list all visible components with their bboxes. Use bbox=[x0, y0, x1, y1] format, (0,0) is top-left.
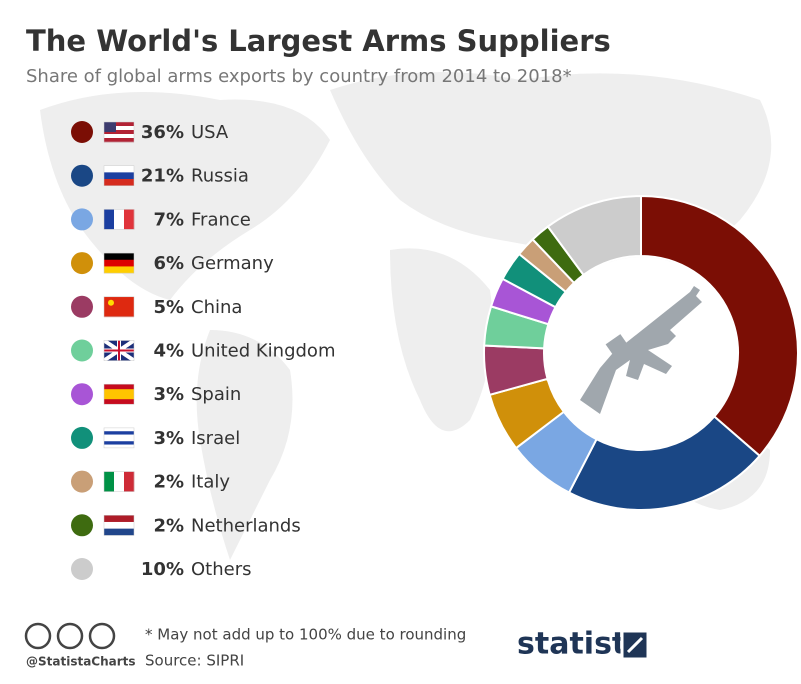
flag-stripe bbox=[104, 427, 134, 432]
flag-icon bbox=[103, 252, 135, 274]
flag-stripe bbox=[104, 434, 134, 439]
donut-segment bbox=[546, 194, 642, 277]
flag-stripe bbox=[104, 165, 134, 173]
chart-title: The World's Largest Arms Suppliers bbox=[26, 24, 611, 58]
legend-value: 36% bbox=[141, 122, 184, 143]
flag-stripe bbox=[104, 431, 134, 435]
credit: @StatistaCharts bbox=[26, 655, 136, 669]
legend-swatch bbox=[71, 426, 93, 449]
legend-value: 6% bbox=[153, 253, 184, 274]
legend-label: Netherlands bbox=[191, 515, 301, 536]
flag-stripe bbox=[124, 209, 135, 230]
flag-stripe bbox=[104, 253, 134, 261]
flag-icon bbox=[103, 209, 135, 230]
flag-stripe bbox=[104, 259, 134, 267]
flag-icon bbox=[103, 296, 135, 318]
flag-star bbox=[108, 299, 114, 306]
flag-stripe bbox=[104, 389, 134, 395]
flag-stripe bbox=[104, 179, 134, 186]
flag-stripe bbox=[104, 130, 134, 135]
flag-border bbox=[103, 427, 135, 449]
flag-stripe bbox=[124, 471, 135, 492]
flag-border bbox=[103, 209, 135, 230]
flag-border bbox=[103, 252, 135, 274]
legend-swatch bbox=[71, 339, 93, 362]
footnote: * May not add up to 100% due to rounding bbox=[145, 626, 466, 644]
license-icons bbox=[24, 622, 116, 650]
flag-cross bbox=[104, 340, 134, 361]
flag-stripe bbox=[104, 394, 134, 400]
flag-border bbox=[103, 165, 135, 186]
legend-value: 2% bbox=[153, 472, 184, 493]
donut-segment bbox=[567, 415, 762, 511]
legend-swatch bbox=[71, 470, 93, 493]
flag-border bbox=[103, 340, 135, 361]
legend-value: 7% bbox=[153, 209, 184, 230]
legend-value: 3% bbox=[153, 428, 184, 449]
flag-stripe bbox=[104, 384, 134, 390]
legend-swatch bbox=[71, 383, 93, 406]
flag-stripe bbox=[104, 515, 134, 523]
flag-stripe bbox=[104, 437, 134, 442]
flag-stripe bbox=[104, 521, 134, 529]
rifle-icon bbox=[580, 286, 702, 414]
chart-subtitle: Share of global arms exports by country … bbox=[26, 66, 572, 87]
legend-swatch bbox=[71, 121, 93, 143]
legend-value: 21% bbox=[141, 166, 184, 187]
legend-value: 4% bbox=[153, 341, 184, 362]
legend-swatch bbox=[71, 558, 93, 580]
legend-label: Italy bbox=[191, 472, 230, 493]
legend-label: Israel bbox=[191, 428, 240, 449]
flag-border bbox=[103, 296, 135, 318]
legend-label: USA bbox=[191, 122, 229, 143]
flag-icon bbox=[103, 471, 135, 492]
flag-border bbox=[103, 471, 135, 492]
legend-swatch bbox=[71, 252, 93, 275]
legend-value: 10% bbox=[141, 559, 184, 580]
legend-label: China bbox=[191, 297, 242, 318]
legend-label: United Kingdom bbox=[191, 341, 335, 362]
legend-swatch bbox=[71, 514, 93, 537]
flag-stripe bbox=[104, 122, 134, 127]
legend-swatch bbox=[71, 208, 93, 231]
legend-value: 3% bbox=[153, 384, 184, 405]
flag-stripe bbox=[104, 126, 134, 131]
legend-label: France bbox=[191, 209, 251, 230]
flag-stripe bbox=[104, 134, 134, 139]
flag-border bbox=[103, 383, 135, 405]
flag-stripe bbox=[104, 266, 134, 274]
flag-stripe bbox=[104, 444, 134, 449]
legend-label: Germany bbox=[191, 253, 274, 274]
brand-logo bbox=[620, 629, 650, 661]
flag-canton bbox=[104, 122, 116, 132]
legend-label: Others bbox=[191, 559, 252, 580]
legend-value: 2% bbox=[153, 515, 184, 536]
flag-stripe bbox=[104, 296, 134, 318]
flag-stripe bbox=[104, 138, 134, 143]
flag-stripe bbox=[104, 441, 134, 445]
flag-stripe bbox=[104, 528, 134, 536]
flag-stripe bbox=[114, 209, 125, 230]
flag-icon bbox=[102, 338, 136, 363]
legend-label: Russia bbox=[191, 166, 249, 187]
flag-stripe bbox=[104, 172, 134, 180]
flag-icon bbox=[103, 515, 135, 536]
donut-segment bbox=[640, 194, 799, 458]
flag-stripe bbox=[104, 399, 134, 405]
flag-stripe bbox=[104, 209, 115, 230]
flag-icon bbox=[103, 427, 135, 449]
flag-icon bbox=[103, 383, 135, 405]
legend-label: Spain bbox=[191, 384, 241, 405]
flag-icon bbox=[103, 165, 135, 186]
flag-stripe bbox=[104, 471, 115, 492]
flag-icon bbox=[103, 121, 135, 143]
flag-stripe bbox=[114, 471, 125, 492]
legend-swatch bbox=[71, 164, 93, 187]
legend-swatch bbox=[71, 295, 93, 318]
legend-value: 5% bbox=[153, 297, 184, 318]
flag-border bbox=[103, 515, 135, 536]
source: Source: SIPRI bbox=[145, 652, 244, 670]
flag-border bbox=[103, 121, 135, 143]
